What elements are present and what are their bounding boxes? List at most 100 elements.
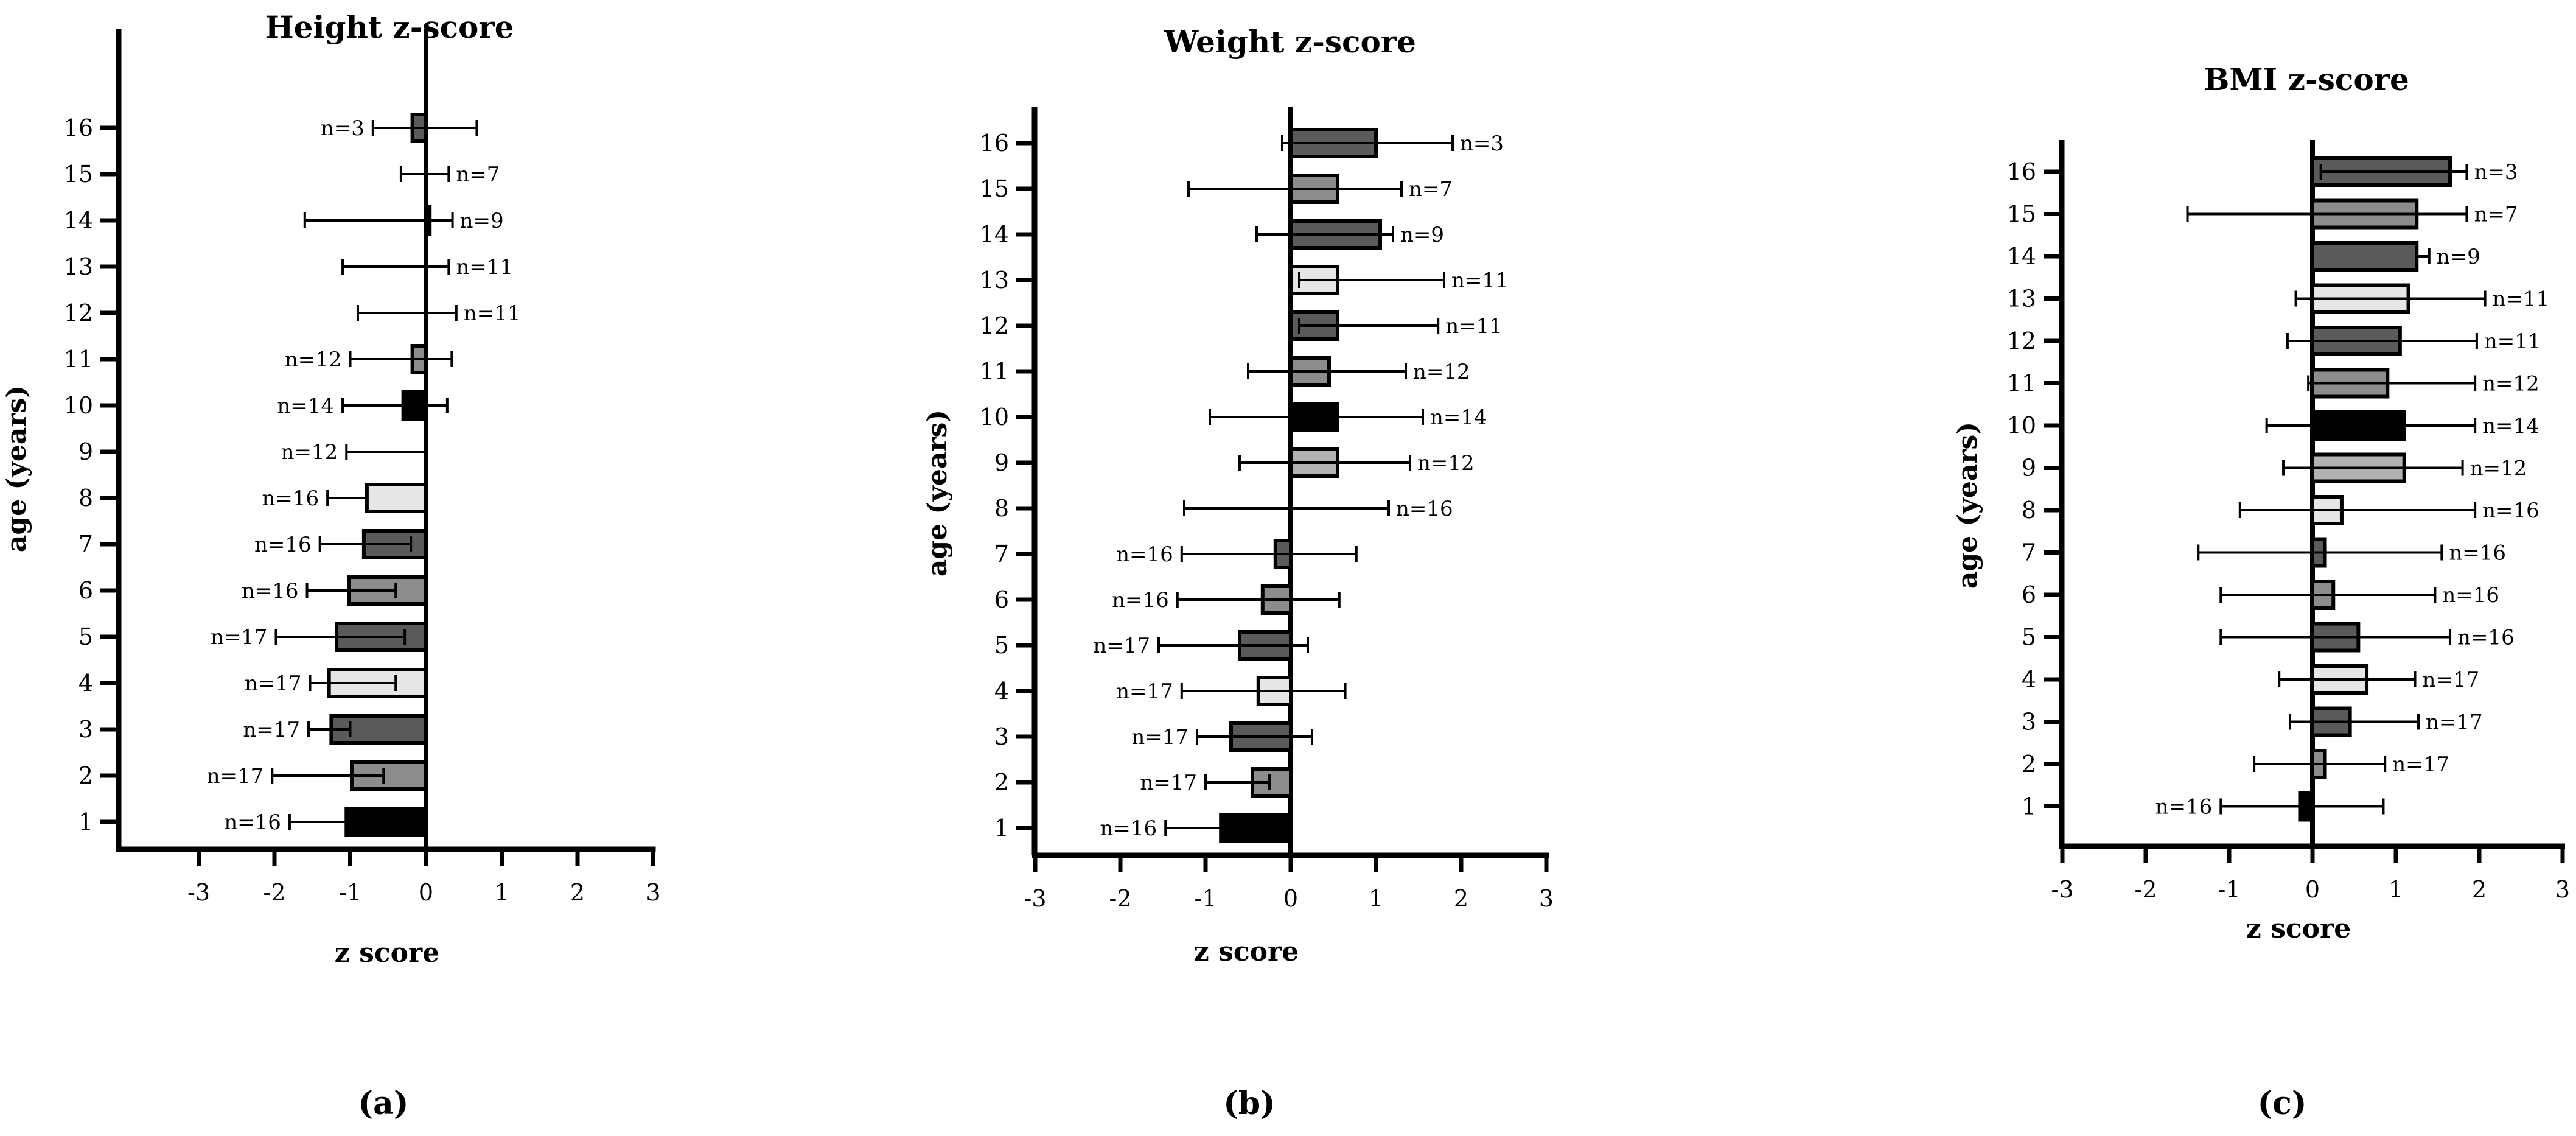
- y-tick-label: 5: [2022, 624, 2036, 651]
- chart-title: Weight z-score: [1164, 24, 1416, 60]
- y-axis-label: age (years): [1, 385, 32, 552]
- y-tick-label: 13: [2007, 286, 2036, 312]
- n-label: n=17: [207, 764, 264, 788]
- y-tick-label: 6: [994, 586, 1009, 613]
- y-tick-label: 15: [64, 161, 93, 188]
- n-label: n=7: [1409, 177, 1453, 202]
- y-tick-label: 6: [79, 577, 93, 604]
- y-tick-label: 5: [79, 623, 93, 650]
- y-tick-label: 15: [2007, 201, 2036, 228]
- n-label: n=11: [2493, 287, 2550, 312]
- n-label: n=16: [2442, 583, 2499, 608]
- n-label: n=12: [285, 348, 342, 372]
- x-tick-label: 2: [2472, 876, 2487, 903]
- y-tick-label: 7: [994, 541, 1009, 567]
- n-label: n=16: [1396, 497, 1453, 521]
- n-label: n=11: [1445, 314, 1503, 338]
- chart-title: BMI z-score: [2204, 61, 2409, 97]
- x-tick-label: -3: [187, 879, 210, 906]
- x-axis-label: z score: [1194, 936, 1299, 967]
- y-tick-label: 8: [2022, 497, 2036, 524]
- n-label: n=12: [1413, 360, 1470, 384]
- x-tick-label: -1: [1194, 885, 1216, 912]
- y-tick-label: 3: [2022, 709, 2036, 735]
- y-tick-label: 1: [79, 808, 93, 835]
- n-label: n=14: [277, 394, 334, 418]
- y-tick-label: 9: [2022, 455, 2036, 482]
- panel-label: (c): [2258, 1085, 2307, 1122]
- y-tick-label: 10: [2007, 412, 2036, 439]
- n-label: n=17: [2392, 752, 2449, 777]
- y-tick-label: 12: [64, 300, 93, 326]
- n-label: n=11: [2484, 329, 2541, 354]
- y-tick-label: 4: [2022, 666, 2036, 693]
- n-label: n=11: [456, 255, 513, 279]
- x-tick-label: -2: [2134, 876, 2157, 903]
- n-label: n=9: [460, 209, 504, 233]
- n-label: n=16: [224, 810, 281, 835]
- y-tick-label: 16: [980, 130, 1009, 156]
- y-tick-label: 10: [64, 392, 93, 419]
- n-label: n=17: [1131, 725, 1189, 749]
- y-tick-label: 8: [79, 485, 93, 511]
- n-label: n=17: [243, 718, 300, 742]
- y-tick-label: 2: [2022, 751, 2036, 777]
- n-label: n=17: [2426, 710, 2483, 735]
- y-tick-label: 12: [980, 312, 1009, 339]
- n-label: n=16: [2457, 626, 2515, 650]
- y-tick-label: 14: [64, 207, 93, 234]
- x-tick-label: 0: [419, 879, 433, 906]
- y-tick-label: 7: [79, 531, 93, 558]
- n-label: n=17: [1140, 771, 1197, 795]
- x-tick-label: 3: [2555, 876, 2570, 903]
- x-tick-label: -3: [2051, 876, 2073, 903]
- n-label: n=9: [2437, 245, 2480, 269]
- chart-panel-1: Height z-score-3 -2 -1 0 1 2 31234567891011121…: [1, 9, 661, 1122]
- n-label: n=11: [464, 301, 521, 326]
- x-tick-label: 3: [646, 879, 660, 906]
- n-label: n=16: [254, 533, 312, 557]
- n-label: n=7: [2474, 203, 2518, 227]
- n-label: n=16: [262, 486, 319, 511]
- y-tick-label: 1: [994, 815, 1009, 841]
- n-label: n=12: [281, 440, 338, 465]
- bar: [1219, 813, 1293, 843]
- y-tick-label: 16: [64, 114, 93, 141]
- n-label: n=9: [1400, 223, 1444, 247]
- y-tick-label: 5: [994, 632, 1009, 659]
- n-label: n=14: [2482, 414, 2539, 438]
- x-tick-label: 0: [1283, 885, 1298, 912]
- y-axis-label: age (years): [1952, 422, 1983, 589]
- bar: [2311, 241, 2419, 272]
- x-tick-label: -2: [1109, 885, 1131, 912]
- n-label: n=16: [1112, 588, 1169, 612]
- x-tick-label: 1: [1369, 885, 1383, 912]
- y-tick-label: 6: [2022, 581, 2036, 608]
- y-tick-label: 3: [994, 723, 1009, 750]
- panel-label: (b): [1223, 1085, 1276, 1122]
- y-tick-label: 2: [994, 769, 1009, 796]
- n-label: n=3: [321, 116, 365, 141]
- x-tick-label: 2: [570, 879, 585, 906]
- y-tick-label: 9: [994, 449, 1009, 476]
- x-tick-label: 2: [1454, 885, 1468, 912]
- y-tick-label: 4: [994, 678, 1009, 704]
- x-tick-label: 1: [2389, 876, 2403, 903]
- y-tick-label: 16: [2007, 158, 2036, 185]
- n-label: n=17: [211, 625, 268, 650]
- x-tick-label: 0: [2305, 876, 2320, 903]
- bar: [365, 483, 428, 513]
- n-label: n=14: [1430, 405, 1487, 430]
- n-label: n=17: [2423, 668, 2480, 692]
- y-tick-label: 3: [79, 716, 93, 743]
- n-label: n=12: [2470, 457, 2527, 481]
- x-axis-label: z score: [2246, 913, 2351, 944]
- bar: [344, 807, 428, 837]
- n-label: n=11: [1451, 268, 1509, 293]
- n-label: n=16: [2449, 541, 2506, 566]
- x-tick-label: 3: [1539, 885, 1554, 912]
- y-tick-label: 14: [2007, 243, 2036, 270]
- chart-title: Height z-score: [265, 9, 514, 45]
- n-label: n=17: [1093, 634, 1150, 658]
